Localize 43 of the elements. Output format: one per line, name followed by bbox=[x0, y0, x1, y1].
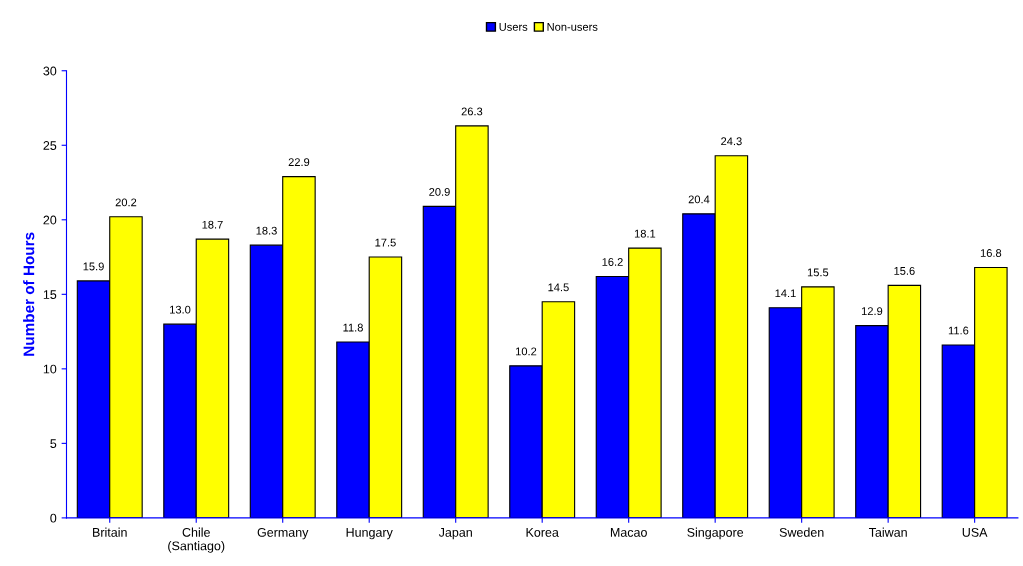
data-label: 15.5 bbox=[807, 268, 829, 277]
data-label: 11.8 bbox=[343, 323, 363, 332]
y-tick-label: 30 bbox=[43, 66, 57, 76]
x-tick-label: Singapore bbox=[687, 527, 744, 540]
x-tick-label: Macao bbox=[610, 528, 647, 537]
x-tick-label: Sweden bbox=[779, 527, 824, 537]
data-label: 13.0 bbox=[170, 305, 191, 314]
data-label: 14.5 bbox=[548, 283, 569, 292]
data-label: 18.7 bbox=[202, 220, 223, 229]
data-label: 16.2 bbox=[602, 258, 623, 266]
data-label: 16.8 bbox=[980, 249, 1002, 257]
x-tick-label: Korea bbox=[526, 528, 559, 537]
y-tick-label: 0 bbox=[50, 513, 57, 523]
y-axis-title: Number of Hours bbox=[23, 232, 35, 356]
legend-label: Users bbox=[499, 23, 528, 31]
data-label: 24.3 bbox=[721, 137, 742, 146]
x-tick-label: Japan bbox=[438, 528, 472, 540]
y-tick-label: 10 bbox=[43, 364, 57, 374]
x-tick-label: Hungary bbox=[346, 528, 393, 540]
x-tick-label: Germany bbox=[257, 527, 309, 540]
x-tick-label: Chile (Santiago) bbox=[168, 527, 225, 553]
legend-label: Non-users bbox=[547, 23, 598, 31]
data-label: 17.5 bbox=[375, 238, 396, 247]
data-label: 20.9 bbox=[429, 187, 450, 196]
data-label: 11.6 bbox=[948, 326, 969, 335]
data-label: 10.2 bbox=[516, 347, 537, 356]
data-label: 15.6 bbox=[894, 266, 915, 275]
x-tick-label: Taiwan bbox=[868, 527, 907, 537]
data-label: 18.1 bbox=[634, 229, 656, 238]
data-label: 14.1 bbox=[775, 289, 796, 298]
y-tick-label: 25 bbox=[43, 141, 57, 150]
data-label: 20.2 bbox=[115, 198, 137, 207]
data-label: 22.9 bbox=[288, 158, 310, 167]
y-tick-label: 5 bbox=[50, 439, 57, 449]
data-label: 12.9 bbox=[861, 307, 883, 316]
data-label: 26.3 bbox=[461, 107, 483, 116]
y-tick-label: 15 bbox=[43, 290, 57, 299]
x-tick-label: Britain bbox=[93, 527, 127, 537]
data-label: 20.4 bbox=[688, 195, 710, 204]
x-tick-label: USA bbox=[962, 527, 988, 537]
data-label: 15.9 bbox=[83, 262, 104, 271]
data-label: 18.3 bbox=[256, 226, 277, 235]
y-tick-label: 20 bbox=[43, 215, 57, 225]
